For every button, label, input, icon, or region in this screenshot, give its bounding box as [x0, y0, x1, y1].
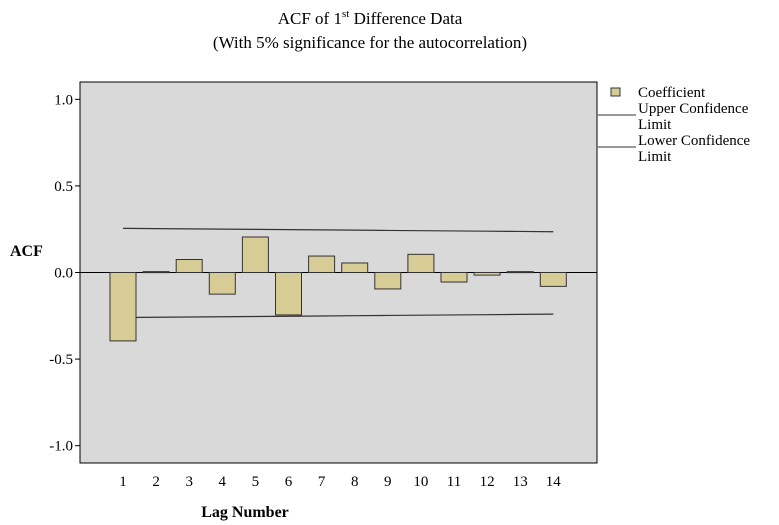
acf-bar-lag-11: [440, 272, 468, 283]
acf-bar-lag-6: [275, 272, 302, 316]
y-tick-label: -0.5: [49, 352, 73, 368]
x-axis-label: Lag Number: [201, 504, 289, 521]
legend-label: Limit: [638, 149, 672, 165]
legend-swatch-coefficient: [610, 87, 621, 97]
legend-label: Upper Confidence: [638, 101, 749, 117]
acf-bar-lag-5: [241, 236, 269, 273]
acf-bar-lag-3: [175, 259, 203, 273]
x-tick-label: 14: [546, 474, 562, 490]
acf-bar-lag-14: [539, 272, 567, 287]
acf-bar-lag-13: [506, 271, 534, 274]
x-tick-label: 1: [119, 474, 127, 490]
x-tick-label: 2: [152, 474, 160, 490]
x-tick-label: 10: [413, 474, 428, 490]
legend-label: Lower Confidence: [638, 133, 750, 149]
x-tick-label: 12: [480, 474, 495, 490]
x-tick-label: 3: [185, 474, 193, 490]
legend-label: Coefficient: [638, 85, 706, 101]
y-axis-label: ACF: [10, 243, 43, 260]
x-tick-label: 8: [351, 474, 359, 490]
acf-bar-lag-8: [341, 262, 369, 274]
acf-bar-lag-9: [374, 272, 402, 290]
y-tick-label: 0.0: [54, 266, 73, 282]
x-tick-label: 4: [219, 474, 227, 490]
x-tick-label: 6: [285, 474, 293, 490]
lower-confidence-limit-line: [122, 313, 554, 319]
y-tick-label: -1.0: [49, 439, 73, 455]
x-tick-label: 13: [513, 474, 528, 490]
chart-title-line2: (With 5% significance for the autocorrel…: [213, 33, 527, 52]
x-tick-label: 11: [447, 474, 461, 490]
acf-bar-lag-2: [142, 271, 170, 274]
chart-title-line1: ACF of 1st Difference Data: [278, 8, 463, 28]
x-tick-label: 9: [384, 474, 392, 490]
upper-confidence-limit-line: [122, 227, 554, 233]
acf-bar-lag-10: [407, 253, 435, 273]
y-tick-label: 1.0: [54, 92, 73, 108]
acf-bar-lag-4: [208, 272, 236, 295]
acf-bar-lag-1: [109, 272, 137, 342]
acf-bar-lag-7: [308, 255, 336, 274]
legend-label: Limit: [638, 117, 672, 133]
y-tick-label: 0.5: [54, 179, 73, 195]
x-tick-label: 5: [252, 474, 260, 490]
acf-bar-lag-12: [473, 272, 501, 276]
x-tick-label: 7: [318, 474, 326, 490]
